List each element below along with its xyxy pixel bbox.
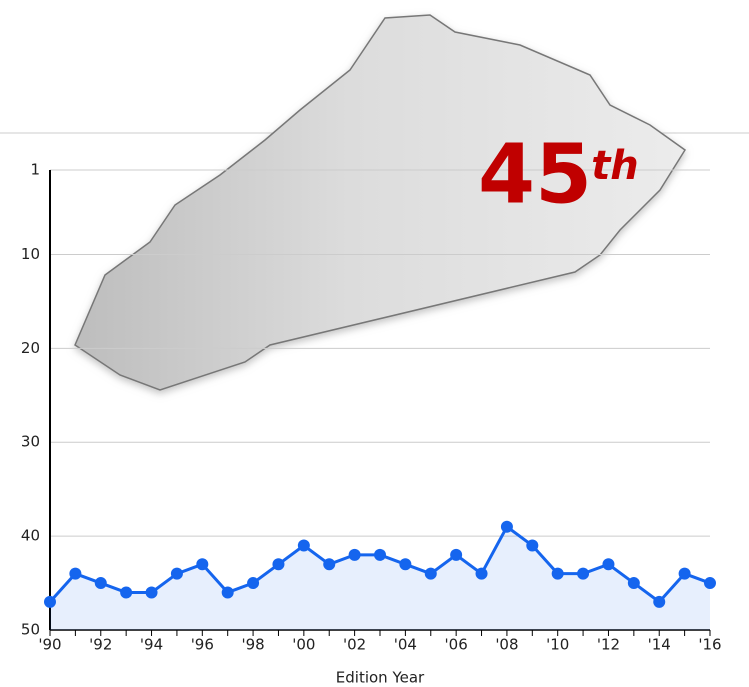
x-tick-label: '08 [495, 636, 518, 654]
x-tick-label: '16 [698, 636, 721, 654]
rank-suffix: th [591, 143, 639, 189]
point [526, 539, 539, 552]
point [577, 567, 590, 580]
point [323, 558, 336, 571]
point [196, 558, 209, 571]
point [475, 567, 488, 580]
x-axis-title: Edition Year [336, 669, 425, 687]
y-tick-label: 1 [30, 161, 40, 179]
point [297, 539, 310, 552]
point [424, 567, 437, 580]
x-tick-label: '14 [648, 636, 671, 654]
point [272, 558, 285, 571]
y-tick-label: 20 [21, 339, 40, 357]
point [627, 577, 640, 590]
point [120, 586, 133, 599]
point [678, 567, 691, 580]
point [374, 548, 386, 561]
point [704, 577, 716, 590]
point [44, 595, 56, 608]
point [69, 567, 82, 580]
x-tick-label: '94 [140, 636, 163, 654]
point [602, 558, 615, 571]
x-tick-label: '02 [343, 636, 366, 654]
x-tick-label: '92 [89, 636, 112, 654]
point [348, 548, 361, 561]
x-tick-label: '90 [38, 636, 61, 654]
point [399, 558, 412, 571]
x-tick-label: '96 [191, 636, 214, 654]
y-tick-label: 30 [21, 433, 40, 451]
point [653, 595, 666, 608]
x-tick-label: '10 [546, 636, 569, 654]
area [50, 526, 710, 630]
y-tick-label: 40 [21, 527, 40, 545]
x-tick-label: '98 [241, 636, 264, 654]
point [450, 548, 463, 561]
point [221, 586, 234, 599]
x-tick-label: '00 [292, 636, 315, 654]
y-tick-label: 10 [21, 245, 40, 263]
point [551, 567, 564, 580]
state-shape [74, 14, 687, 391]
point [500, 520, 513, 533]
point [247, 577, 260, 590]
point [145, 586, 158, 599]
point [170, 567, 183, 580]
x-tick-label: '12 [597, 636, 620, 654]
y-tick-label: 50 [21, 621, 40, 639]
x-tick-label: '04 [394, 636, 417, 654]
rank-number: 45 [478, 127, 592, 222]
point [94, 577, 107, 590]
x-tick-label: '06 [445, 636, 468, 654]
